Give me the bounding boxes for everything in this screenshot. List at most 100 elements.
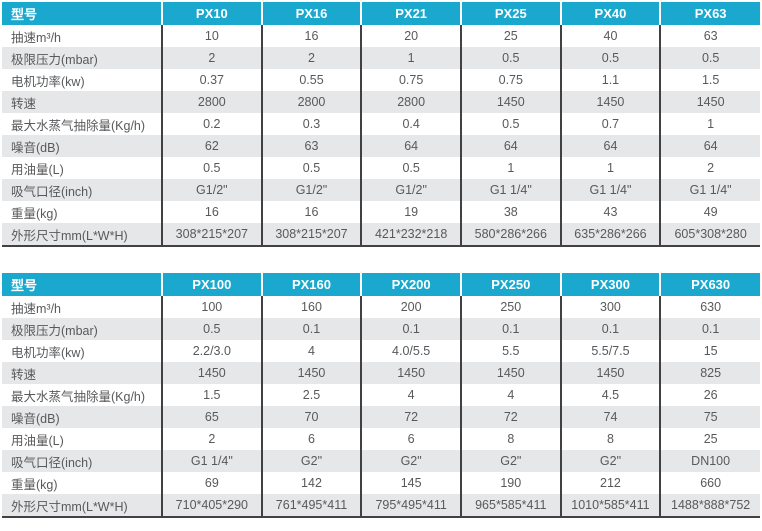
column-header-PX630: PX630 (659, 273, 760, 296)
spec-row-label: 重量(kg) (2, 472, 162, 494)
table-row: 吸气口径(inch) G1/2" G1/2" G1/2" G1 1/4" G1 1/4" G… (2, 179, 760, 201)
spec-value: 1 (360, 47, 461, 69)
spec-value: 63 (260, 135, 362, 157)
spec-value: G2" (559, 450, 661, 472)
spec-value: 2.2/3.0 (161, 340, 262, 362)
spec-value: G1/2" (360, 179, 461, 201)
spec-value: G2" (360, 450, 461, 472)
spec-value: G1/2" (161, 179, 262, 201)
column-header-PX100: PX100 (161, 273, 262, 296)
spec-value: 2 (161, 47, 262, 69)
spec-value: 16 (161, 201, 262, 223)
spec-value: 2.5 (260, 384, 362, 406)
spec-value: 0.1 (559, 318, 661, 340)
spec-value: 1450 (559, 362, 661, 384)
spec-value: 1010*585*411 (559, 494, 661, 518)
spec-value: 2800 (260, 91, 362, 113)
table-row: 用油量(L) 2 6 6 8 8 25 (2, 428, 760, 450)
spec-value: G1/2" (260, 179, 362, 201)
table-row: 外形尺寸mm(L*W*H) 308*215*207 308*215*207 421*2… (2, 223, 760, 247)
table-row: 转速 2800 2800 2800 1450 1450 1450 (2, 91, 760, 113)
spec-row-label: 转速 (2, 91, 162, 113)
spec-value: 2 (659, 157, 760, 179)
spec-value: 142 (260, 472, 362, 494)
spec-value: 0.1 (360, 318, 461, 340)
spec-value: 74 (559, 406, 661, 428)
spec-value: 72 (459, 406, 561, 428)
table-row: 噪音(dB) 62 63 64 64 64 64 (2, 135, 760, 157)
spec-value: 605*308*280 (659, 223, 760, 247)
table-row: 用油量(L) 0.5 0.5 0.5 1 1 2 (2, 157, 760, 179)
spec-value: 1.5 (659, 69, 760, 91)
spec-value: 0.5 (161, 157, 262, 179)
spec-value: 4 (260, 340, 362, 362)
spec-value: 8 (559, 428, 661, 450)
spec-value: G1 1/4" (459, 179, 561, 201)
spec-value: 965*585*411 (459, 494, 561, 518)
spec-value: 4 (459, 384, 561, 406)
spec-value: 64 (360, 135, 461, 157)
spec-value: 26 (659, 384, 760, 406)
spec-value: 1450 (360, 362, 461, 384)
spec-value: 2800 (360, 91, 461, 113)
spec-value: 710*405*290 (161, 494, 262, 518)
table-row: 重量(kg) 16 16 19 38 43 49 (2, 201, 760, 223)
spec-value: 62 (161, 135, 262, 157)
table-row: 外形尺寸mm(L*W*H) 710*405*290 761*495*411 795*4… (2, 494, 760, 518)
spec-value: 200 (360, 296, 461, 318)
column-header-PX16: PX16 (260, 2, 362, 25)
spec-value: 0.5 (161, 318, 262, 340)
spec-value: 25 (659, 428, 760, 450)
spec-value: 0.1 (260, 318, 362, 340)
spec-value: 0.5 (559, 47, 661, 69)
spec-row-label: 重量(kg) (2, 201, 162, 223)
spec-value: 4.5 (559, 384, 661, 406)
spec-value: 635*286*266 (559, 223, 661, 247)
table-row: 电机功率(kw) 0.37 0.55 0.75 0.75 1.1 1.5 (2, 69, 760, 91)
table-row: 极限压力(mbar) 2 2 1 0.5 0.5 0.5 (2, 47, 760, 69)
spec-value: 1.5 (161, 384, 262, 406)
spec-value: 20 (360, 25, 461, 47)
table-row: 噪音(dB) 65 70 72 72 74 75 (2, 406, 760, 428)
column-header-PX63: PX63 (659, 2, 760, 25)
table-row: 最大水蒸气抽除量(Kg/h) 0.2 0.3 0.4 0.5 0.7 1 (2, 113, 760, 135)
spec-value: 421*232*218 (360, 223, 461, 247)
spec-value: 0.1 (459, 318, 561, 340)
spec-value: 100 (161, 296, 262, 318)
spec-value: 43 (559, 201, 661, 223)
spec-value: 2 (260, 47, 362, 69)
spec-value: 0.5 (360, 157, 461, 179)
spec-value: 1450 (260, 362, 362, 384)
table-row: 抽速m³/h 10 16 20 25 40 63 (2, 25, 760, 47)
spec-value: 0.7 (559, 113, 661, 135)
spec-row-label: 最大水蒸气抽除量(Kg/h) (2, 384, 162, 406)
spec-value: 212 (559, 472, 661, 494)
px-large-series-spec-table: 型号 PX100 PX160 PX200 PX250 PX300 PX630 抽速m³/h 10… (2, 273, 760, 518)
spec-value: 0.5 (260, 157, 362, 179)
spec-value: G1 1/4" (559, 179, 661, 201)
spec-row-label: 吸气口径(inch) (2, 179, 162, 201)
spec-value: 660 (659, 472, 760, 494)
table-row: 抽速m³/h 100 160 200 250 300 630 (2, 296, 760, 318)
spec-value: 160 (260, 296, 362, 318)
spec-value: 308*215*207 (161, 223, 262, 247)
column-header-PX300: PX300 (559, 273, 661, 296)
spec-value: 1 (659, 113, 760, 135)
spec-value: 300 (559, 296, 661, 318)
spec-row-label: 用油量(L) (2, 157, 162, 179)
spec-row-label: 极限压力(mbar) (2, 47, 162, 69)
table-row: 转速 1450 1450 1450 1450 1450 825 (2, 362, 760, 384)
column-header-PX160: PX160 (260, 273, 362, 296)
model-header: 型号 (2, 273, 162, 296)
spec-value: 16 (260, 25, 362, 47)
spec-value: 5.5/7.5 (559, 340, 661, 362)
spec-value: 1450 (459, 362, 561, 384)
spec-row-label: 用油量(L) (2, 428, 162, 450)
table-row: 重量(kg) 69 142 145 190 212 660 (2, 472, 760, 494)
spec-value: 2 (161, 428, 262, 450)
spec-value: 40 (559, 25, 661, 47)
spec-value: 0.75 (459, 69, 561, 91)
table-row: 吸气口径(inch) G1 1/4" G2" G2" G2" G2" DN100 (2, 450, 760, 472)
spec-value: 69 (161, 472, 262, 494)
spec-value: 1 (459, 157, 561, 179)
